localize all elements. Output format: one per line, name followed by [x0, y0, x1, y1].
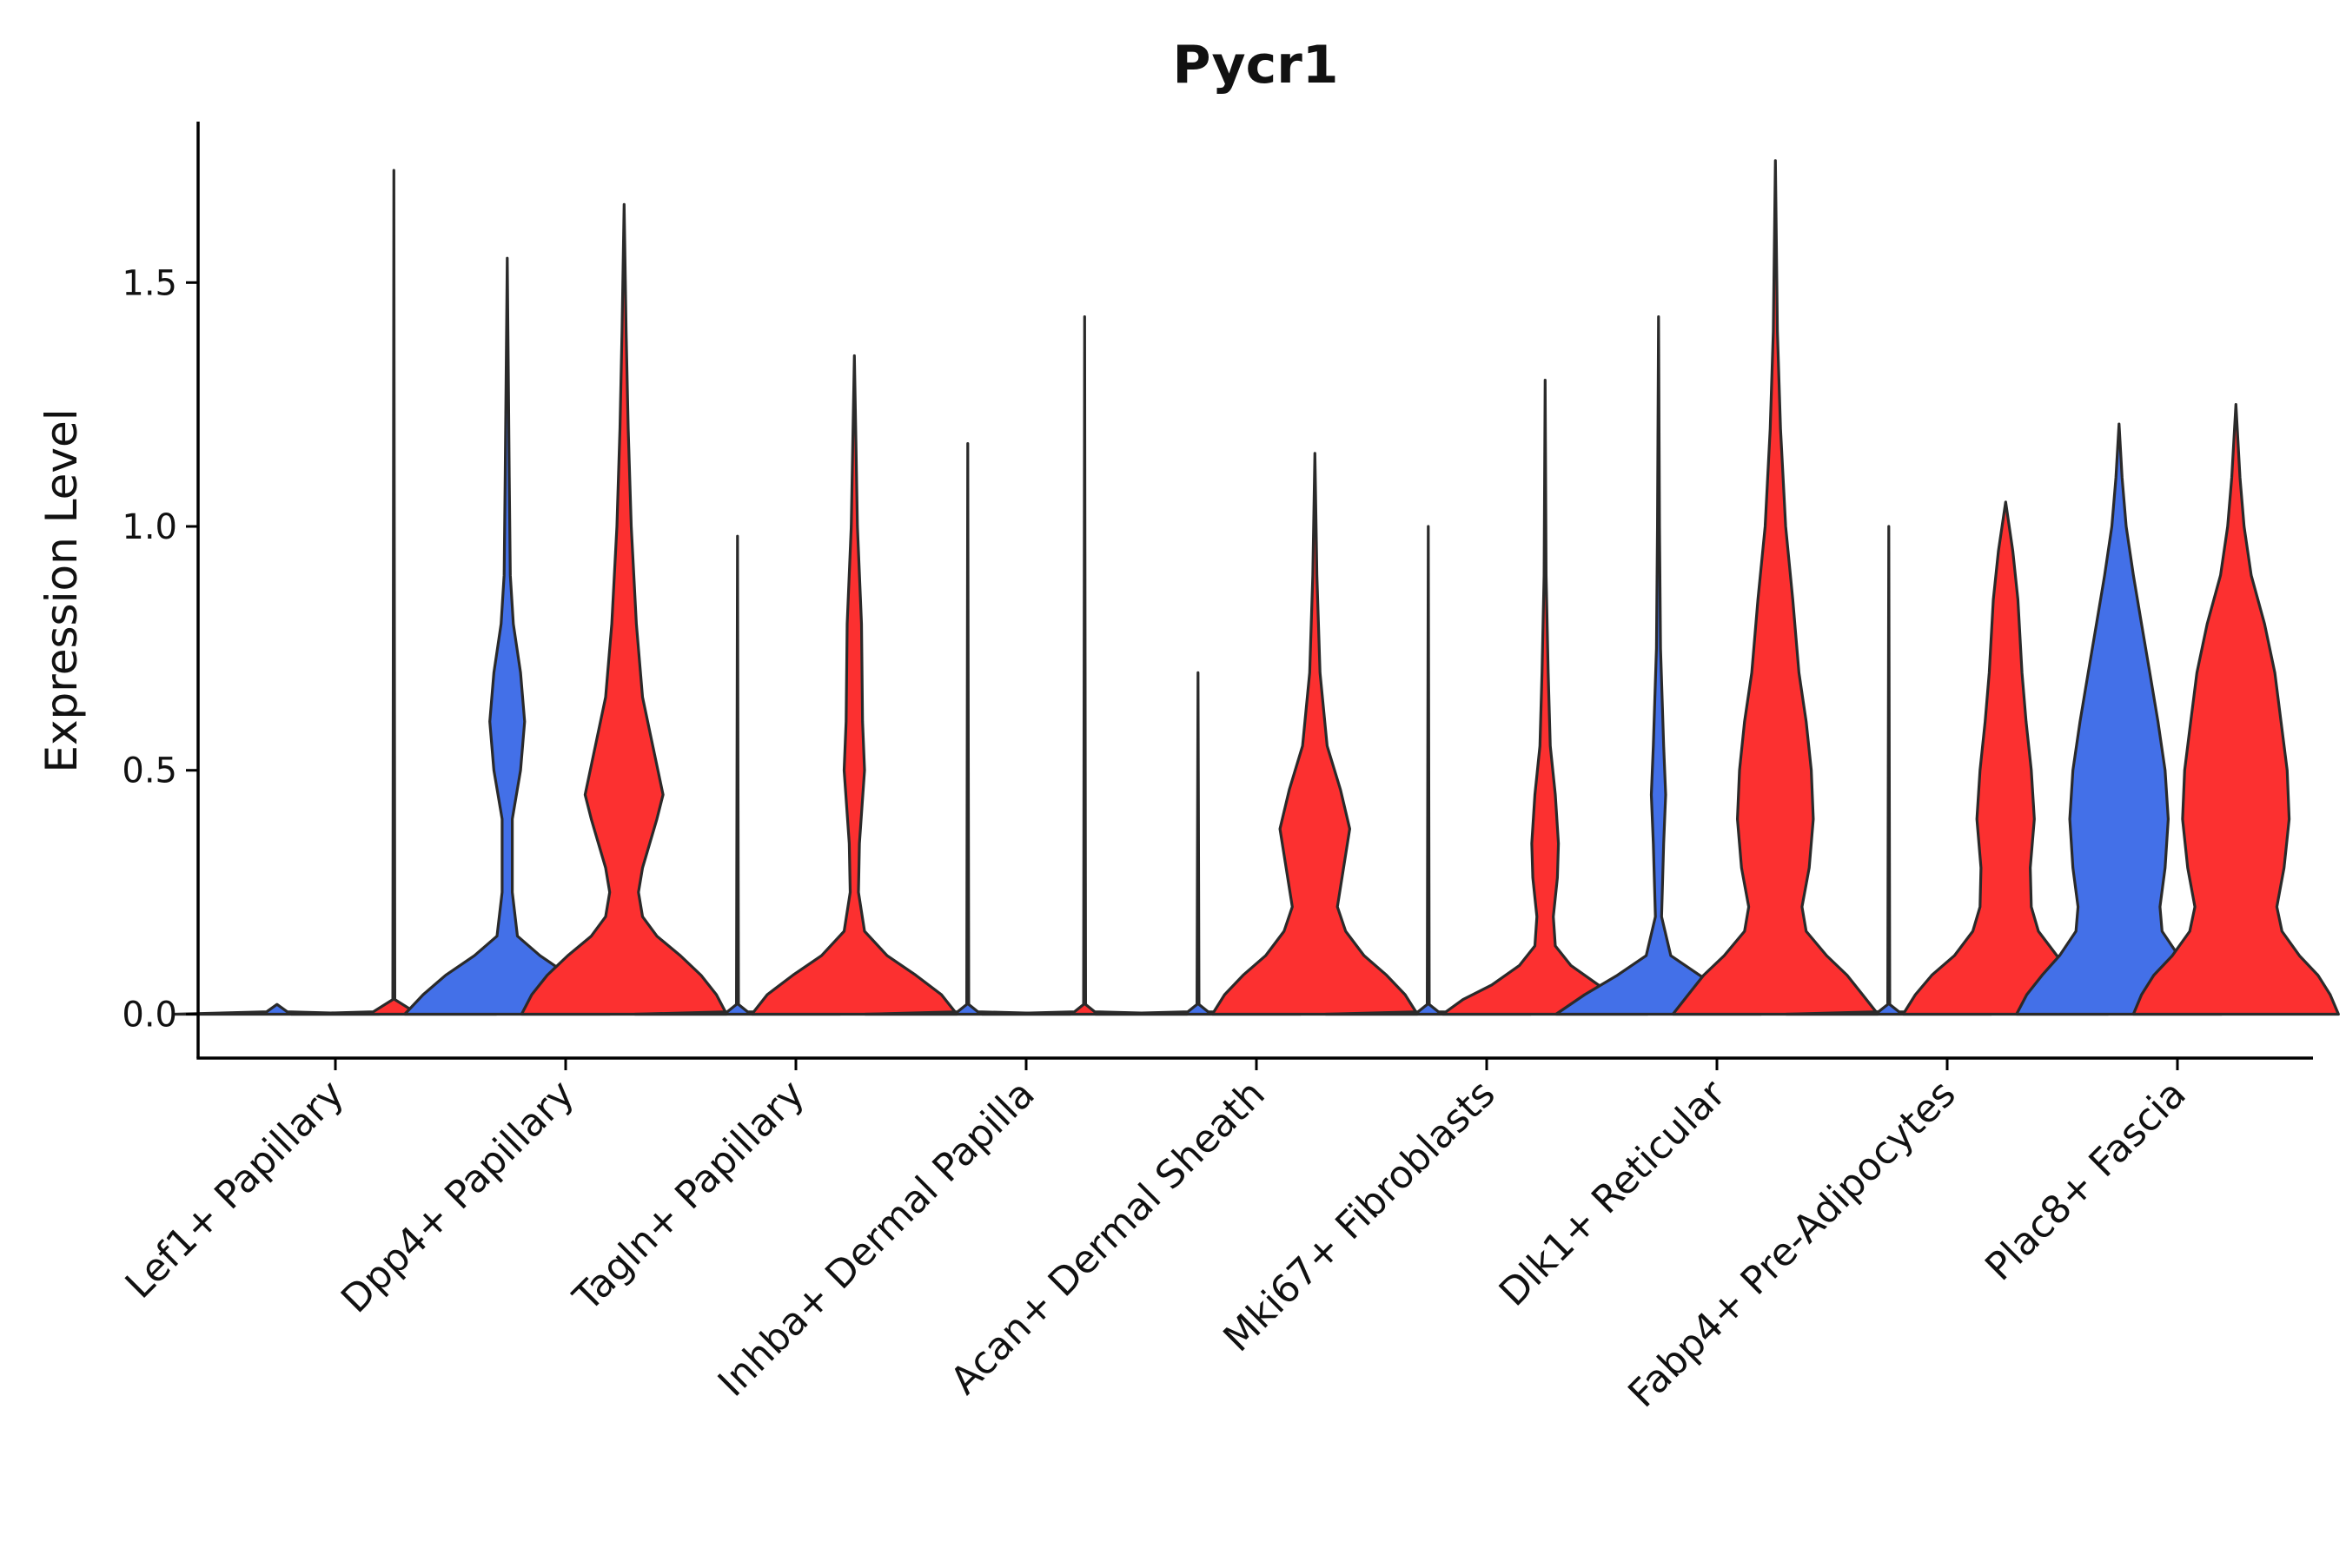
violin-fabp4-pre-adipocytes-blue: [1785, 525, 1993, 1016]
axes-layer: [196, 122, 2313, 1060]
violin-dpp4-papillary-red: [520, 202, 728, 1016]
violin-plac8-fascia-blue: [2015, 422, 2223, 1016]
violin-acan-dermal-sheath-blue: [1094, 671, 1302, 1016]
violin-lef1-papillary-blue: [173, 1002, 381, 1016]
violin-tagln-papillary-blue: [633, 534, 842, 1016]
violin-plac8-fascia-red: [2131, 403, 2340, 1016]
violin-acan-dermal-sheath-red: [1210, 452, 1419, 1016]
violins-layer: [173, 159, 2340, 1016]
x-tick-label: Plac8+ Fascia: [1977, 1072, 2195, 1290]
violin-mki67-fibroblasts-red: [1441, 379, 1649, 1016]
y-tick-label: 0.0: [122, 995, 177, 1035]
y-tick-label: 1.0: [122, 507, 177, 547]
violin-inhba-dermal-papilla-red: [980, 315, 1189, 1016]
y-ticks-layer: 0.0 0.5 1.0 1.5: [122, 263, 198, 1035]
x-tick-label: Tagln+ Papillary: [565, 1072, 813, 1320]
violin-fabp4-pre-adipocytes-red: [1901, 500, 2110, 1016]
chart-title: Pycr1: [1172, 35, 1338, 96]
violin-mki67-fibroblasts-blue: [1324, 525, 1533, 1016]
y-axis-label: Expression Level: [36, 408, 87, 772]
x-tick-label: Dpp4+ Papillary: [333, 1072, 583, 1322]
violin-dpp4-papillary-blue: [403, 256, 612, 1016]
violin-dlk1-reticular-blue: [1554, 315, 1763, 1016]
x-tick-label: Dlk1+ Reticular: [1491, 1071, 1735, 1315]
y-tick-label: 0.5: [122, 751, 177, 791]
violin-tagln-papillary-red: [750, 354, 958, 1016]
y-tick-label: 1.5: [122, 263, 177, 303]
violin-inhba-dermal-papilla-blue: [864, 442, 1072, 1016]
violin-lef1-papillary-red: [289, 169, 498, 1016]
violin-dlk1-reticular-red: [1671, 159, 1879, 1016]
x-tick-label: Lef1+ Papillary: [117, 1072, 353, 1307]
